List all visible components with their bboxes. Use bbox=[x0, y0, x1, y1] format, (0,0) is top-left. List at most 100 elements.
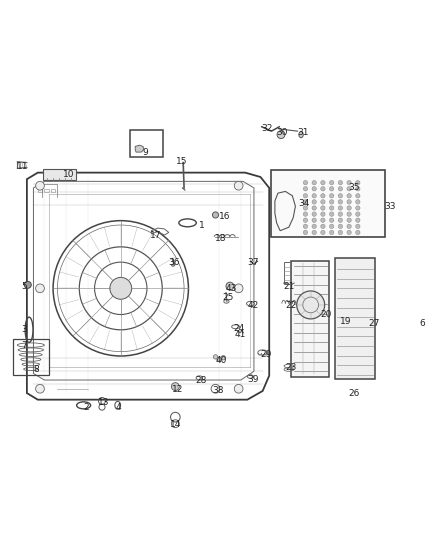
Circle shape bbox=[347, 181, 351, 185]
Text: 42: 42 bbox=[247, 301, 259, 310]
Circle shape bbox=[321, 212, 325, 216]
Circle shape bbox=[356, 193, 360, 198]
Bar bbox=[291, 261, 329, 376]
Text: 28: 28 bbox=[196, 376, 207, 384]
Text: 29: 29 bbox=[261, 350, 272, 359]
Circle shape bbox=[303, 200, 307, 204]
Text: 20: 20 bbox=[320, 310, 332, 319]
Circle shape bbox=[321, 218, 325, 222]
Circle shape bbox=[212, 212, 219, 218]
Text: 6: 6 bbox=[420, 319, 426, 328]
Text: 10: 10 bbox=[63, 171, 74, 179]
Circle shape bbox=[347, 200, 351, 204]
Text: 36: 36 bbox=[169, 257, 180, 266]
Circle shape bbox=[329, 187, 334, 191]
Circle shape bbox=[321, 200, 325, 204]
Bar bbox=[13, 339, 49, 375]
Circle shape bbox=[347, 206, 351, 210]
Circle shape bbox=[347, 230, 351, 235]
Text: 37: 37 bbox=[247, 257, 259, 266]
Text: 13: 13 bbox=[98, 398, 109, 407]
Text: 26: 26 bbox=[349, 389, 360, 398]
Text: 14: 14 bbox=[170, 420, 181, 429]
Circle shape bbox=[312, 212, 316, 216]
Text: 15: 15 bbox=[176, 157, 187, 166]
Circle shape bbox=[321, 181, 325, 185]
Circle shape bbox=[347, 187, 351, 191]
Circle shape bbox=[356, 206, 360, 210]
Text: 38: 38 bbox=[212, 386, 224, 395]
Text: 30: 30 bbox=[276, 127, 288, 136]
Bar bbox=[51, 189, 55, 192]
Text: 16: 16 bbox=[219, 212, 230, 221]
Circle shape bbox=[312, 218, 316, 222]
Circle shape bbox=[35, 181, 44, 190]
Circle shape bbox=[217, 357, 221, 361]
Text: 12: 12 bbox=[172, 385, 183, 394]
Circle shape bbox=[321, 224, 325, 229]
Circle shape bbox=[234, 181, 243, 190]
Text: 23: 23 bbox=[285, 364, 297, 372]
Text: 11: 11 bbox=[17, 161, 29, 171]
Circle shape bbox=[356, 218, 360, 222]
Bar bbox=[44, 189, 49, 192]
Text: 31: 31 bbox=[297, 127, 309, 136]
Bar bbox=[43, 169, 76, 180]
Circle shape bbox=[312, 187, 316, 191]
Circle shape bbox=[356, 224, 360, 229]
Circle shape bbox=[338, 187, 343, 191]
Text: 9: 9 bbox=[142, 149, 148, 157]
Circle shape bbox=[312, 206, 316, 210]
Text: 19: 19 bbox=[340, 317, 351, 326]
Circle shape bbox=[329, 230, 334, 235]
Circle shape bbox=[303, 212, 307, 216]
Circle shape bbox=[338, 224, 343, 229]
Circle shape bbox=[312, 230, 316, 235]
Polygon shape bbox=[135, 145, 144, 152]
Circle shape bbox=[347, 218, 351, 222]
Text: 39: 39 bbox=[247, 375, 259, 384]
Circle shape bbox=[110, 277, 132, 299]
Circle shape bbox=[329, 200, 334, 204]
Bar bbox=[271, 171, 385, 237]
Text: 27: 27 bbox=[368, 319, 380, 328]
Circle shape bbox=[303, 224, 307, 229]
Text: 21: 21 bbox=[283, 281, 294, 290]
Bar bbox=[335, 258, 375, 379]
Circle shape bbox=[312, 193, 316, 198]
Text: 17: 17 bbox=[150, 231, 162, 240]
Circle shape bbox=[329, 206, 334, 210]
Text: 40: 40 bbox=[215, 356, 227, 365]
Text: 35: 35 bbox=[349, 183, 360, 192]
Circle shape bbox=[221, 356, 226, 360]
Text: 32: 32 bbox=[261, 125, 273, 133]
Circle shape bbox=[356, 187, 360, 191]
Circle shape bbox=[234, 284, 243, 293]
Circle shape bbox=[35, 384, 44, 393]
Circle shape bbox=[338, 212, 343, 216]
Circle shape bbox=[338, 200, 343, 204]
Circle shape bbox=[213, 354, 218, 359]
Ellipse shape bbox=[171, 264, 175, 266]
Circle shape bbox=[303, 230, 307, 235]
Text: 1: 1 bbox=[199, 221, 205, 230]
Text: 34: 34 bbox=[298, 199, 310, 208]
Circle shape bbox=[321, 187, 325, 191]
Text: 18: 18 bbox=[215, 233, 226, 243]
Circle shape bbox=[329, 212, 334, 216]
Circle shape bbox=[338, 181, 343, 185]
Circle shape bbox=[347, 193, 351, 198]
Circle shape bbox=[356, 181, 360, 185]
Circle shape bbox=[338, 230, 343, 235]
Circle shape bbox=[303, 181, 307, 185]
Text: 8: 8 bbox=[33, 365, 39, 374]
Circle shape bbox=[321, 206, 325, 210]
Circle shape bbox=[303, 193, 307, 198]
Circle shape bbox=[35, 284, 44, 293]
Circle shape bbox=[303, 218, 307, 222]
Circle shape bbox=[226, 282, 234, 290]
Circle shape bbox=[356, 212, 360, 216]
Circle shape bbox=[356, 200, 360, 204]
Circle shape bbox=[321, 193, 325, 198]
Text: 4: 4 bbox=[116, 402, 121, 411]
